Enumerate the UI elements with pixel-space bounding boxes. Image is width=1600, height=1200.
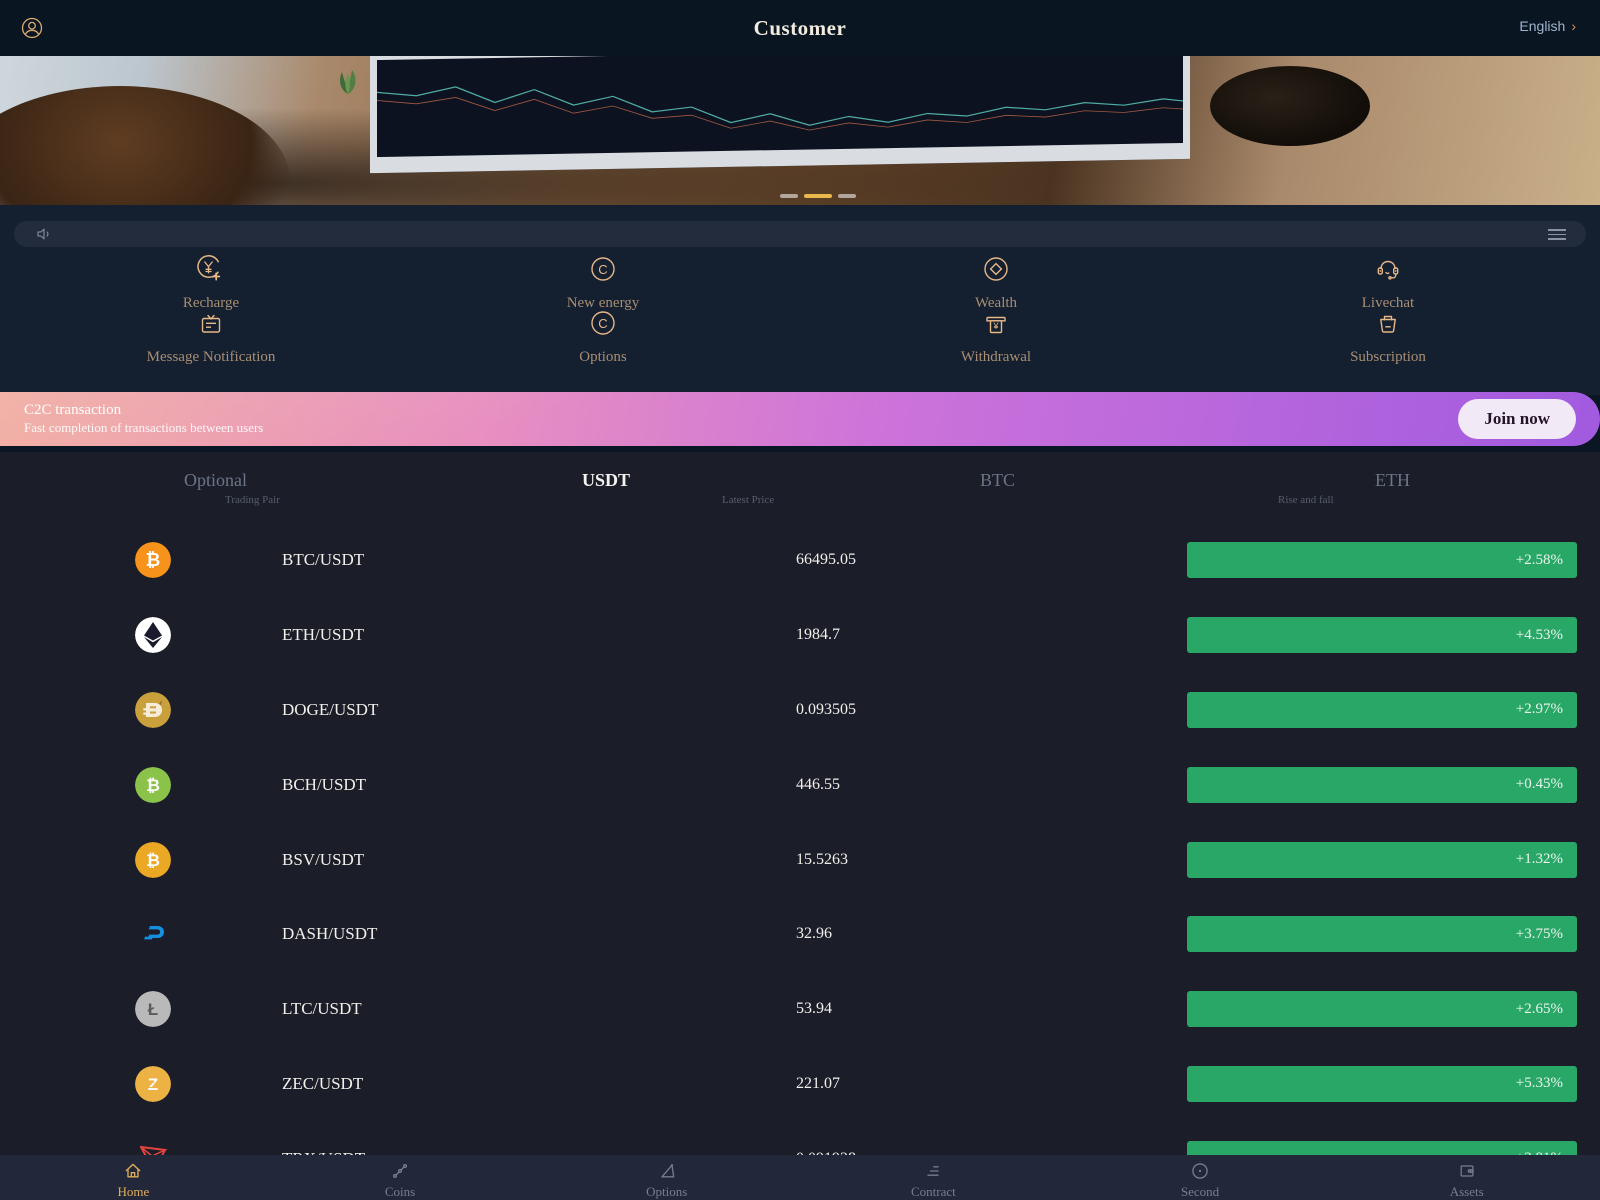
svg-text:Ł: Ł [148,1000,158,1019]
svg-text:¥: ¥ [992,321,999,331]
svg-text:₿: ₿ [146,550,161,570]
svg-text:Z: Z [148,1075,158,1094]
svg-text:C: C [598,316,607,331]
svg-text:₿: ₿ [146,776,160,795]
svg-text:C: C [598,262,607,277]
svg-text:₿: ₿ [146,851,160,870]
